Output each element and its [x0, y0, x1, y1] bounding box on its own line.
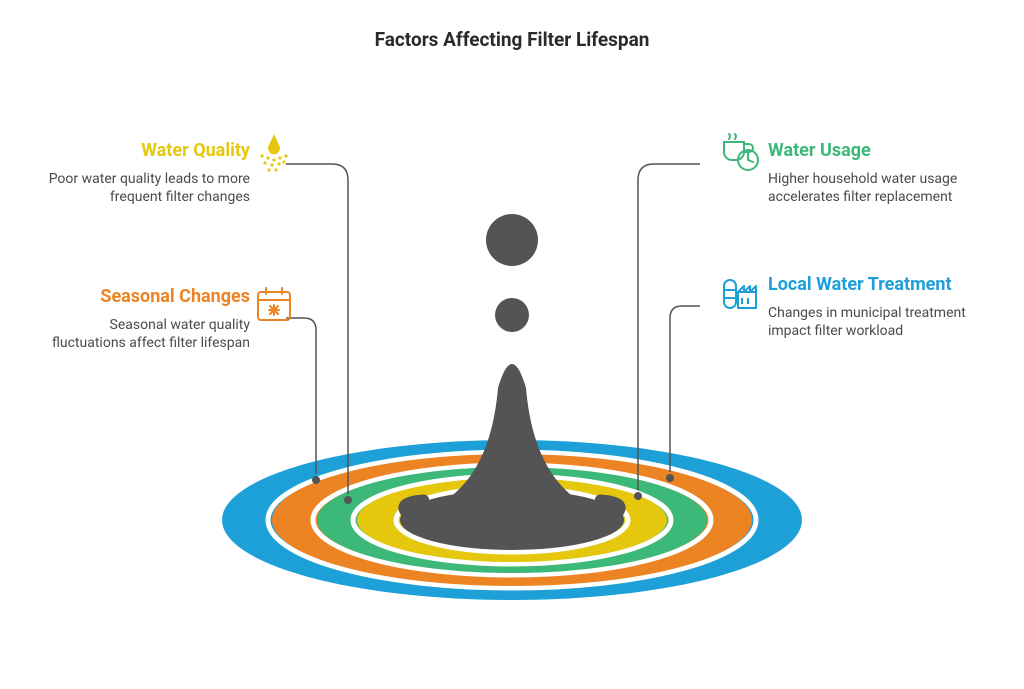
- treatment-plant-icon: [718, 270, 762, 314]
- factor-title: Water Usage: [768, 140, 978, 162]
- connector-line: [638, 164, 700, 490]
- ripple-ring: [317, 467, 707, 573]
- factor-description: Changes in municipal treatment impact fi…: [768, 304, 978, 342]
- factor-title: Water Quality: [40, 140, 250, 162]
- drop-sparkle-icon: [252, 130, 296, 174]
- ripple-ring: [357, 478, 667, 562]
- factor-water-usage: Water Usage Higher household water usage …: [768, 140, 978, 207]
- connector-line: [670, 306, 700, 472]
- factor-description: Seasonal water quality fluctuations affe…: [40, 316, 250, 354]
- connector-line: [286, 318, 316, 474]
- ripple-gap: [353, 476, 671, 564]
- treatment-plant-icon: [718, 270, 762, 314]
- ripple-gap: [313, 465, 711, 575]
- splash-curl-left: [404, 500, 424, 518]
- calendar-sparkle-icon: [252, 282, 296, 326]
- cup-clock-icon: [718, 130, 762, 174]
- connector-endpoint: [666, 474, 674, 482]
- connector-endpoint: [344, 496, 352, 504]
- connector-line: [286, 164, 348, 494]
- factor-description: Higher household water usage accelerates…: [768, 170, 978, 208]
- ripple-gap: [396, 488, 628, 552]
- splash-curl-right: [600, 500, 620, 518]
- ripple-gap: [268, 452, 756, 588]
- connector-endpoint: [312, 476, 320, 484]
- ripple-ring: [222, 440, 802, 600]
- factor-title: Seasonal Changes: [40, 286, 250, 308]
- factor-seasonal-changes: Seasonal Changes Seasonal water quality f…: [40, 286, 250, 353]
- factor-description: Poor water quality leads to more frequen…: [40, 170, 250, 208]
- factor-water-quality: Water Quality Poor water quality leads to…: [40, 140, 250, 207]
- factor-local-water-treatment: Local Water Treatment Changes in municipa…: [768, 274, 978, 341]
- water-droplet: [486, 214, 538, 266]
- water-droplet: [495, 298, 529, 332]
- drop-sparkle-icon: [252, 130, 296, 174]
- ripple-ring: [400, 490, 624, 550]
- cup-clock-icon: [718, 130, 762, 174]
- factor-title: Local Water Treatment: [768, 274, 978, 296]
- ripple-ring: [272, 454, 752, 586]
- page-title: Factors Affecting Filter Lifespan: [375, 28, 650, 51]
- water-splash: [406, 364, 619, 549]
- connector-endpoint: [634, 492, 642, 500]
- calendar-sparkle-icon: [252, 282, 296, 326]
